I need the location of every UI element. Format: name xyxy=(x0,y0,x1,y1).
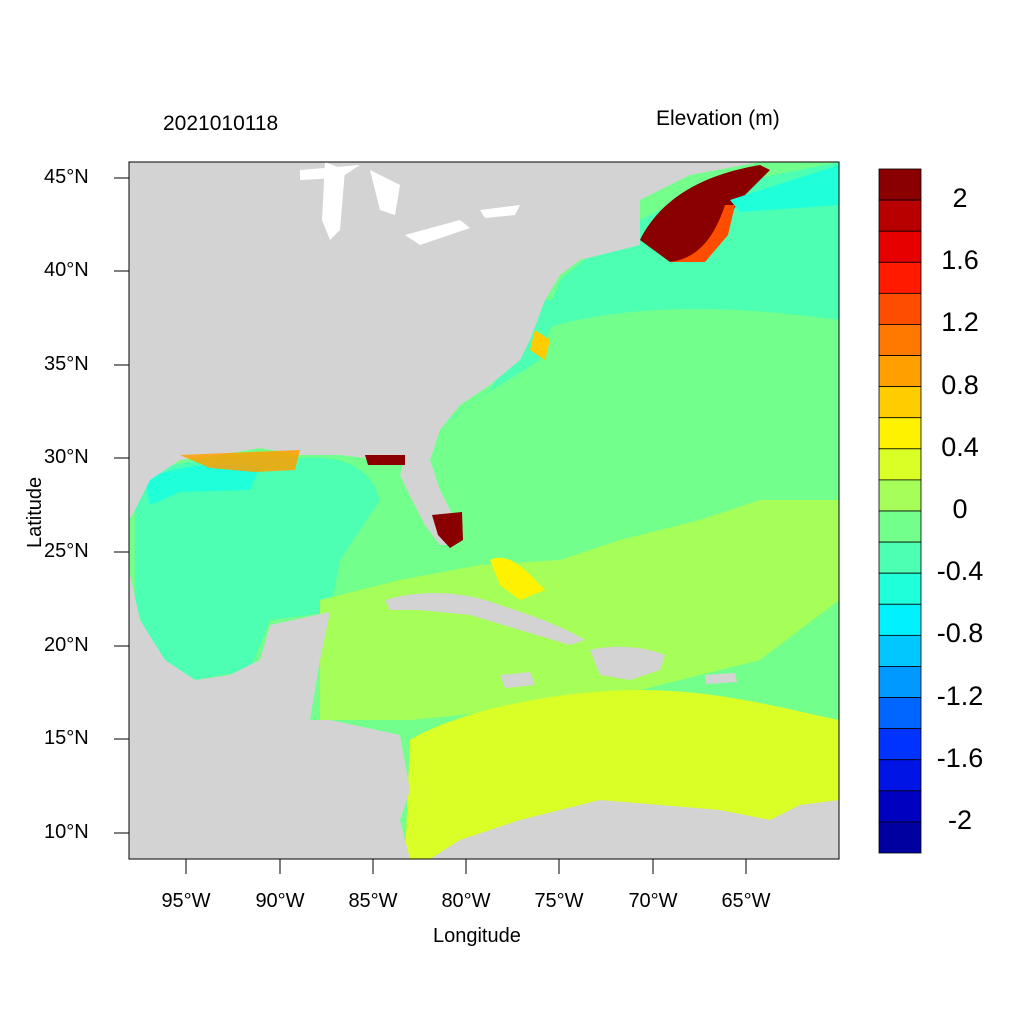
colorbar-swatch xyxy=(878,790,922,823)
lake-ontario xyxy=(480,205,520,218)
bahamas-surge xyxy=(490,557,545,600)
colorbar-swatch xyxy=(878,541,922,574)
colorbar-swatch xyxy=(878,168,922,201)
colorbar-swatch xyxy=(878,479,922,512)
surge-high-region xyxy=(670,205,735,262)
colorbar-tick-label: 0 xyxy=(952,494,968,524)
colorbar-tick-label: 2 xyxy=(952,183,968,214)
colorbar-swatch xyxy=(878,386,922,419)
colorbar-swatch xyxy=(878,355,922,388)
lake-michigan xyxy=(322,162,345,240)
colorbar-swatch xyxy=(878,666,922,698)
puerto-rico-island xyxy=(705,673,737,684)
colorbar-swatch xyxy=(878,261,922,294)
colorbar xyxy=(878,168,922,854)
lake-superior xyxy=(300,165,360,180)
map-plot-area xyxy=(129,162,839,859)
lake-huron xyxy=(370,170,400,215)
variable-title: Elevation (m) xyxy=(656,107,780,130)
central-america-land xyxy=(129,570,410,859)
gulf-of-mexico xyxy=(135,457,380,680)
lon-tick-label: 80°W xyxy=(441,890,491,912)
cuba-island xyxy=(385,593,585,645)
colorbar-tick-label: -2 xyxy=(947,804,972,835)
colorbar-tick-label: -0.8 xyxy=(936,618,984,649)
colorbar-tick-label: -1.6 xyxy=(936,742,984,773)
lat-tick-label: 25°N xyxy=(44,540,89,562)
colorbar-tick-label: 0.4 xyxy=(941,431,979,462)
y-axis-label: Latitude xyxy=(24,476,46,548)
lat-tick-label: 20°N xyxy=(44,634,89,656)
lat-tick-label: 30°N xyxy=(44,446,89,468)
colorbar-swatch xyxy=(878,510,922,543)
colorbar-swatch xyxy=(878,230,922,263)
lon-tick-label: 65°W xyxy=(721,890,771,912)
lat-tick-label: 35°N xyxy=(44,353,89,375)
colorbar-tick-label: 0.8 xyxy=(941,369,979,400)
plot-frame xyxy=(128,161,840,860)
lat-tick-label: 45°N xyxy=(44,166,89,188)
nova-scotia-shelf xyxy=(730,165,839,212)
lake-erie xyxy=(405,220,470,245)
colorbar-swatch xyxy=(878,603,922,636)
caribbean-sea xyxy=(320,500,839,720)
lon-ticks xyxy=(185,859,747,874)
colorbar-tick-label: -1.2 xyxy=(936,680,984,711)
colorbar-tick-label: 1.2 xyxy=(941,307,979,338)
lon-tick-label: 90°W xyxy=(255,890,305,912)
colorbar-swatch xyxy=(878,572,922,605)
timestamp-title: 2021010118 xyxy=(163,112,279,135)
x-axis-label: Longitude xyxy=(433,925,521,947)
big-bend-surge xyxy=(365,455,405,465)
colorbar-swatch xyxy=(878,728,922,761)
lat-tick-label: 10°N xyxy=(44,821,89,843)
lat-ticks xyxy=(114,177,129,834)
lon-tick-label: 95°W xyxy=(161,890,211,912)
pamlico-surge xyxy=(530,330,550,360)
colorbar-swatch xyxy=(878,417,922,450)
lat-tick-label: 40°N xyxy=(44,259,89,281)
lat-tick-label: 15°N xyxy=(44,727,89,749)
colorbar-swatch xyxy=(878,448,922,481)
jamaica-island xyxy=(500,672,535,688)
louisiana-surge xyxy=(180,450,300,472)
colorbar-tick-label: -0.4 xyxy=(936,556,984,587)
hispaniola-island xyxy=(590,646,665,680)
colorbar-swatch xyxy=(878,324,922,356)
colorbar-swatch xyxy=(878,697,922,730)
gulf-coastal-band xyxy=(145,464,260,505)
colorbar-swatch xyxy=(878,821,922,854)
lon-tick-label: 70°W xyxy=(628,890,678,912)
north-america-land xyxy=(129,162,760,520)
colorbar-swatch xyxy=(878,634,922,667)
colorbar-swatch xyxy=(878,759,922,792)
colorbar-swatch xyxy=(878,292,922,325)
lon-tick-label: 85°W xyxy=(348,890,398,912)
lon-tick-label: 75°W xyxy=(534,890,584,912)
south-america-land xyxy=(430,800,839,859)
surge-max-region xyxy=(640,165,770,262)
colorbar-tick-label: 1.6 xyxy=(941,245,979,276)
colorbar-swatch xyxy=(878,199,922,232)
florida-surge xyxy=(432,512,463,548)
